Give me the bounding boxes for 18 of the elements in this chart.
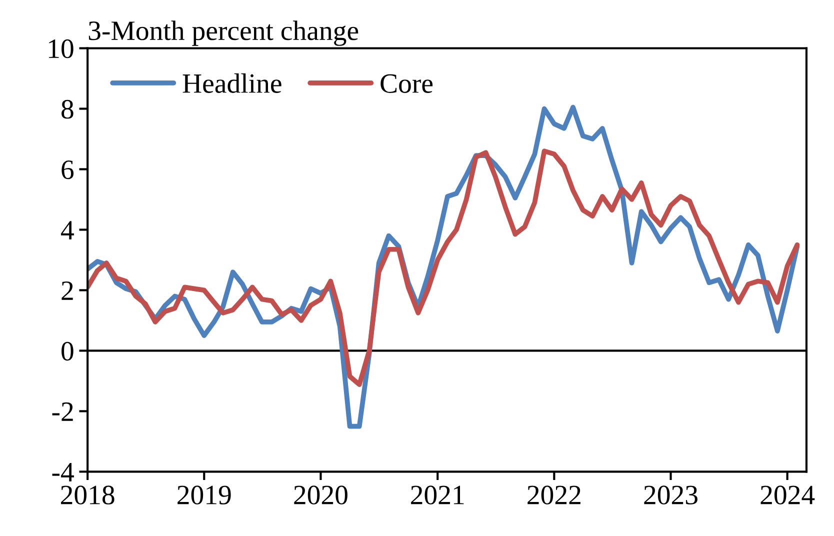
y-tick-label: 4 <box>61 221 74 240</box>
y-tick-label: 2 <box>62 281 73 300</box>
x-tick-label: 2020 <box>294 486 348 504</box>
x-tick-label: 2024 <box>760 486 815 504</box>
x-tick-label: 2019 <box>178 486 231 504</box>
y-tick-label: -4 <box>52 463 74 482</box>
y-tick-label: 0 <box>62 342 74 361</box>
y-tick-label: 6 <box>62 160 74 180</box>
y-tick-label: 8 <box>62 100 74 119</box>
legend-label: Core <box>380 74 433 93</box>
y-tick-label: 10 <box>49 39 74 58</box>
x-tick-label: 2018 <box>61 486 114 504</box>
x-tick-label: 2021 <box>411 486 464 504</box>
legend-label: Headline <box>182 73 282 93</box>
y-tick-label: -2 <box>52 402 73 421</box>
x-tick-label: 2023 <box>644 486 698 504</box>
x-tick-label: 2022 <box>528 486 580 504</box>
chart-title: 3-Month percent change <box>88 20 358 46</box>
